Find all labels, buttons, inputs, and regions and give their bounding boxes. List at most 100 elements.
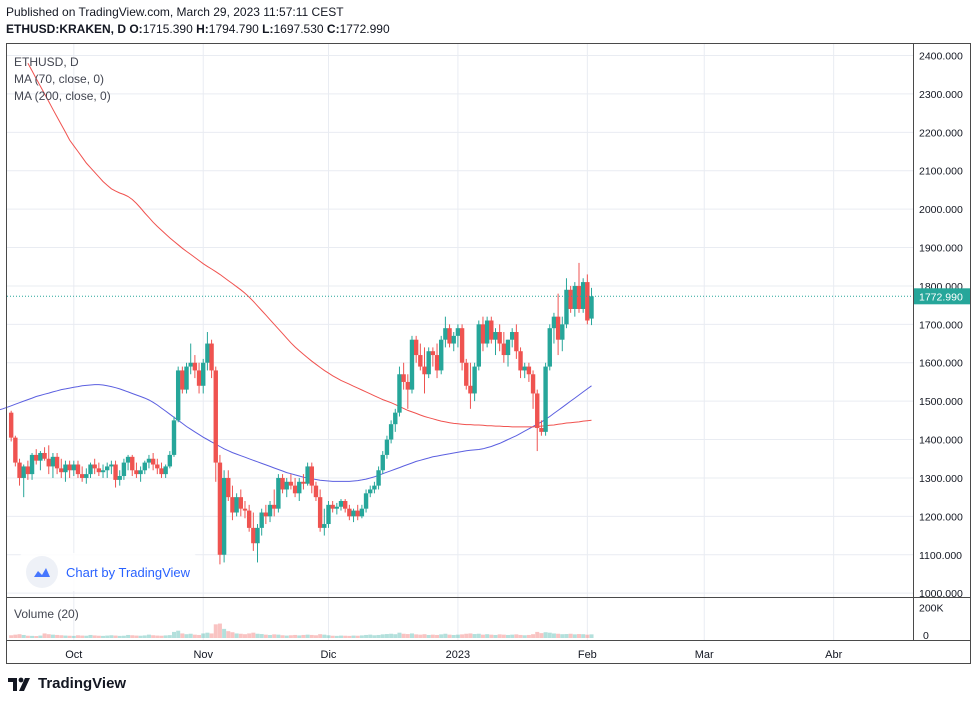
volume-bar <box>50 634 55 638</box>
volume-bar <box>497 634 502 638</box>
candle-body <box>255 527 260 544</box>
volume-bar <box>397 632 402 638</box>
candle-body <box>184 366 189 390</box>
volume-bar <box>101 635 106 638</box>
y-tick-label: 2200.000 <box>919 127 963 139</box>
volume-bar <box>380 634 385 638</box>
candle-body <box>230 497 235 513</box>
candle-body <box>555 316 561 340</box>
volume-bar <box>188 633 193 638</box>
volume-bar <box>80 635 85 638</box>
candle-body <box>347 508 352 517</box>
volume-bar <box>259 634 264 638</box>
candle-body <box>288 481 294 486</box>
volume-bar <box>351 635 356 638</box>
candle-body <box>67 464 72 471</box>
open-label: O: <box>129 22 143 36</box>
volume-bar <box>234 633 239 638</box>
footer-brand[interactable]: TradingView <box>8 675 126 692</box>
tradingview-logo-icon <box>8 677 30 691</box>
candle-body <box>125 456 131 463</box>
volume-bar <box>146 634 151 638</box>
volume-bar <box>318 634 323 638</box>
candle-body <box>568 289 573 309</box>
candle-body <box>175 370 181 421</box>
volume-bar <box>560 634 565 638</box>
volume-bar <box>301 634 306 638</box>
volume-bar <box>46 634 51 638</box>
volume-bar <box>501 634 506 638</box>
candle-body <box>322 524 327 528</box>
chart-watermark[interactable]: Chart by TradingView <box>20 553 197 591</box>
candle-body <box>418 355 423 367</box>
volume-bar <box>163 635 168 638</box>
x-tick-label: Mar <box>695 649 714 661</box>
volume-bar <box>155 635 160 638</box>
candle-body <box>518 351 523 371</box>
volume-bar <box>75 635 80 638</box>
candle-body <box>88 464 93 475</box>
volume-bar <box>414 634 419 638</box>
candle-body <box>580 282 586 309</box>
tradingview-cloud-icon <box>26 556 58 588</box>
candle-body <box>251 527 256 544</box>
candle-body <box>84 474 89 478</box>
volume-bar <box>13 634 18 638</box>
candle-body <box>309 466 314 486</box>
candle-body <box>105 466 110 471</box>
volume-bar <box>447 634 452 638</box>
high-value: 1794.790 <box>208 22 259 36</box>
volume-bar <box>21 634 26 638</box>
volume-bar <box>309 634 314 638</box>
candle-body <box>201 362 206 386</box>
candle-body <box>292 485 298 494</box>
volume-bar <box>121 635 126 638</box>
volume-bar <box>176 630 181 638</box>
candle-body <box>63 464 68 473</box>
volume-tick-label: 200K <box>919 603 944 615</box>
candle-body <box>576 285 582 309</box>
volume-bar <box>172 631 177 638</box>
volume-bar <box>71 635 76 638</box>
volume-bar <box>568 633 573 638</box>
volume-bar <box>330 635 335 638</box>
volume-bar <box>138 635 143 638</box>
chart-legend: ETHUSD, D MA (70, close, 0) MA (200, clo… <box>14 54 111 105</box>
volume-tick-label: 0 <box>923 630 929 642</box>
volume-bar <box>518 634 523 638</box>
candle-body <box>130 456 135 471</box>
volume-bar <box>422 634 427 638</box>
candle-body <box>439 339 444 371</box>
candle-body <box>334 506 340 509</box>
candle-body <box>376 470 381 486</box>
volume-bar <box>184 634 189 638</box>
candle-body <box>564 289 569 325</box>
ohlc-line: ETHUSD:KRAKEN, D O:1715.390 H:1794.790 L… <box>6 22 390 36</box>
volume-bar <box>96 635 101 638</box>
candle-body <box>359 508 365 517</box>
volume-bar <box>476 633 481 638</box>
candle-body <box>526 366 532 375</box>
volume-bar <box>443 633 448 638</box>
volume-bar <box>426 634 431 638</box>
candle-body <box>180 370 185 390</box>
candle-body <box>543 366 548 432</box>
y-tick-label: 1300.000 <box>919 473 963 485</box>
volume-bar <box>126 634 131 638</box>
candle-body <box>560 324 565 340</box>
candle-body <box>426 351 431 375</box>
candle-body <box>472 366 477 394</box>
volume-bar <box>347 635 352 638</box>
volume-bar <box>55 634 60 638</box>
volume-bar <box>284 635 289 638</box>
volume-bar <box>38 635 43 638</box>
volume-bar <box>372 635 377 638</box>
low-value: 1697.530 <box>273 22 324 36</box>
candle-body <box>509 332 515 340</box>
close-label: C: <box>326 22 340 36</box>
candle-body <box>447 328 452 344</box>
volume-bar <box>92 635 97 638</box>
volume-bar <box>389 633 394 638</box>
candle-body <box>79 474 85 478</box>
